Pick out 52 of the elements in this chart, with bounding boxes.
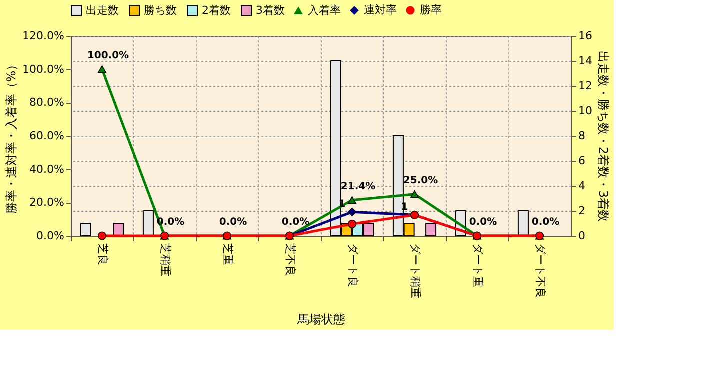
- point: [348, 196, 357, 204]
- y2-tick-label: 14: [578, 54, 592, 68]
- x-tick-label: ダート稍重: [408, 244, 422, 298]
- bar: [80, 223, 92, 236]
- point: [348, 220, 357, 228]
- y2-tick-label: 6: [578, 154, 586, 168]
- y2-tick-label: 10: [578, 104, 592, 118]
- data-label: 21.4%: [340, 181, 376, 192]
- x-tick-label: ダート良: [346, 244, 360, 288]
- x-tick-label: ダート重: [471, 244, 484, 288]
- legend-label: 勝率: [420, 4, 442, 17]
- y-tick-label: 100.0%: [22, 62, 64, 76]
- x-tick-label: 芝良: [96, 244, 110, 266]
- y2-tick-label: 4: [578, 180, 586, 192]
- data-label: 25.0%: [403, 175, 438, 186]
- y2-tick-label: 8: [578, 130, 586, 142]
- legend-label: 入着率: [308, 4, 341, 17]
- data-label: 0.0%: [282, 217, 310, 228]
- x-axis-title: 馬場状態: [296, 312, 346, 326]
- y-tick-label: 60.0%: [30, 130, 64, 142]
- data-label: 0.0%: [219, 217, 248, 228]
- legend-label: 3着数: [256, 4, 285, 17]
- legend-label: 2着数: [202, 4, 231, 17]
- point: [98, 232, 107, 240]
- x-tick-label: ダート不良: [534, 244, 547, 298]
- data-label: 0.0%: [532, 217, 560, 228]
- x-tick-label: 芝稍重: [158, 244, 172, 276]
- annotation: 1: [338, 199, 346, 210]
- y2-tick-label: 2: [578, 204, 586, 218]
- y-tick-label: 0.0%: [36, 230, 64, 242]
- data-label: 100.0%: [87, 50, 130, 62]
- bar: [142, 210, 154, 236]
- y-tick-label: 20.0%: [30, 196, 64, 210]
- legend-label: 勝ち数: [144, 4, 177, 17]
- legend-label: 出走数: [86, 4, 119, 17]
- x-tick-label: 芝重: [221, 244, 234, 266]
- x-tick-label: 芝不良: [284, 244, 297, 276]
- y-tick-label: 80.0%: [30, 96, 64, 110]
- bar: [518, 210, 529, 236]
- point: [348, 208, 357, 216]
- legend-label: 連対率: [364, 4, 397, 17]
- point: [410, 190, 420, 198]
- y-tick-label: 120.0%: [22, 30, 64, 42]
- point: [98, 66, 107, 74]
- y-tick-label: 40.0%: [30, 162, 64, 176]
- y2-tick-label: 16: [578, 30, 592, 42]
- y2-axis-title: 出走数・勝ち数・2着数・3着数: [596, 50, 610, 222]
- y2-tick-label: 0: [578, 230, 586, 242]
- data-label: 0.0%: [469, 217, 498, 228]
- bar: [426, 223, 437, 236]
- y2-tick-label: 12: [578, 80, 592, 92]
- y-axis-title: 勝率・連対率・入着率（%）: [4, 58, 19, 214]
